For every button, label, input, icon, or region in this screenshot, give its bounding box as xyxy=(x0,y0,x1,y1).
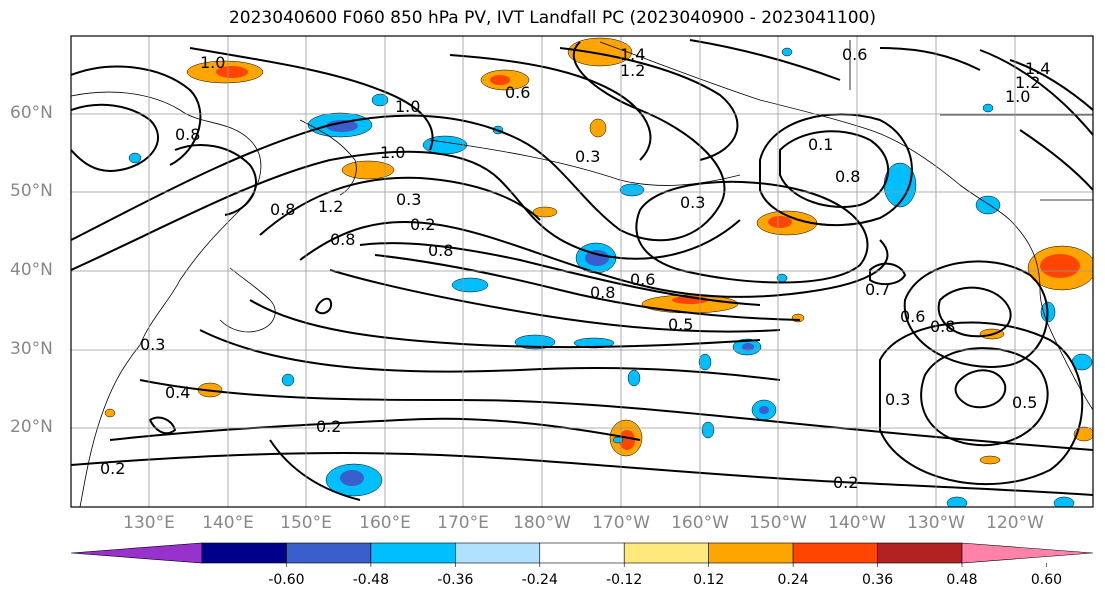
shaded-patches xyxy=(104,37,1093,507)
lon-label: 130°E xyxy=(123,513,175,533)
contour-label: 1.2 xyxy=(1015,73,1040,92)
colorbar-segment xyxy=(708,542,794,564)
contour-label: 0.8 xyxy=(330,230,355,249)
colorbar-tick-label: -0.36 xyxy=(437,572,474,588)
contour-label: 0.8 xyxy=(428,241,453,260)
lat-label-40n: 40°N xyxy=(10,260,53,280)
contour-labels: 1.0 0.6 0.6 1.4 1.2 1.0 0.8 0.3 0.2 0.8 … xyxy=(100,45,1050,492)
colorbar-tick-label: 0.48 xyxy=(946,572,978,588)
colorbar-tick-label: 0.12 xyxy=(693,572,725,588)
colorbar-segment xyxy=(201,542,287,564)
colorbar-segment xyxy=(792,542,878,564)
graticule xyxy=(71,36,1093,507)
lat-label-30n: 30°N xyxy=(10,339,53,359)
contour-label: 1.0 xyxy=(380,143,405,162)
contour-label: 0.7 xyxy=(865,280,890,299)
contour-label: 0.8 xyxy=(930,317,955,336)
lat-label-60n: 60°N xyxy=(10,103,53,123)
colorbar-segment xyxy=(455,542,541,564)
contour-label: 0.1 xyxy=(808,135,833,154)
colorbar-segment xyxy=(877,542,963,564)
patch-positive xyxy=(104,37,1093,465)
lon-label: 150°E xyxy=(280,513,332,533)
colorbar-segment xyxy=(370,542,456,564)
lat-label-50n: 50°N xyxy=(10,181,53,201)
lon-label: 120°W xyxy=(986,513,1044,533)
contour-label: 1.2 xyxy=(620,61,645,80)
contour-label: 0.3 xyxy=(140,335,165,354)
lon-label: 130°W xyxy=(907,513,965,533)
lon-label: 180°W xyxy=(513,513,571,533)
contour-label: 1.0 xyxy=(200,53,225,72)
lon-label: 170°E xyxy=(437,513,489,533)
colorbar xyxy=(70,542,1094,567)
contour-label: 0.8 xyxy=(270,200,295,219)
contour-label: 1.0 xyxy=(395,97,420,116)
colorbar-segment xyxy=(623,542,709,564)
map-frame xyxy=(70,35,1094,508)
contour-label: 0.8 xyxy=(590,283,615,302)
contour-label: 0.5 xyxy=(668,315,693,334)
contour-label: 1.0 xyxy=(1005,87,1030,106)
asia-coast xyxy=(71,91,262,507)
colorbar-segment xyxy=(286,542,372,564)
contour-label: 1.2 xyxy=(318,197,343,216)
lon-label: 170°W xyxy=(592,513,650,533)
colorbar-extend-low xyxy=(70,542,203,564)
colorbar-tick-label: -0.12 xyxy=(606,572,643,588)
contour-label: 0.6 xyxy=(630,270,655,289)
lon-label: 160°W xyxy=(671,513,729,533)
colorbar-extend-high xyxy=(961,542,1094,564)
contour-label: 0.2 xyxy=(410,215,435,234)
contour-label: 0.5 xyxy=(1012,393,1037,412)
contour-label: 0.2 xyxy=(316,417,341,436)
pv-contours xyxy=(71,39,1093,501)
contour-label: 0.3 xyxy=(575,147,600,166)
map-title: 2023040600 F060 850 hPa PV, IVT Landfall… xyxy=(228,8,876,28)
contour-label: 0.3 xyxy=(396,190,421,209)
colorbar-tick-label: 0.24 xyxy=(777,572,809,588)
lon-label: 160°E xyxy=(359,513,411,533)
contour-label: 1.4 xyxy=(1025,59,1050,78)
colorbar-segment xyxy=(539,542,625,564)
colorbar-tick-label: 0.36 xyxy=(861,572,894,588)
contour-label: 0.3 xyxy=(680,193,705,212)
japan xyxy=(219,267,276,333)
contour-label: 0.2 xyxy=(100,459,125,478)
lon-label: 140°W xyxy=(828,513,886,533)
contour-label: 0.4 xyxy=(165,383,190,402)
contour-label: 1.4 xyxy=(620,45,645,64)
contour-label: 0.2 xyxy=(833,473,858,492)
lon-label: 140°E xyxy=(202,513,254,533)
contour-label: 0.6 xyxy=(505,83,530,102)
lon-label: 150°W xyxy=(749,513,807,533)
colorbar-tick-label: -0.60 xyxy=(268,572,305,588)
alaska-coast xyxy=(599,41,1011,221)
colorbar-tick-label: -0.24 xyxy=(521,572,558,588)
colorbar-tick-label: -0.48 xyxy=(352,572,389,588)
contour-label: 0.6 xyxy=(842,45,867,64)
contour-label: 0.6 xyxy=(900,307,925,326)
map-panel: 1.0 0.6 0.6 1.4 1.2 1.0 0.8 0.3 0.2 0.8 … xyxy=(71,36,1093,507)
contour-label: 0.3 xyxy=(885,390,910,409)
contour-label: 0.8 xyxy=(175,125,200,144)
colorbar-tick-label: 0.60 xyxy=(1030,572,1063,588)
lat-label-20n: 20°N xyxy=(10,417,53,437)
canada-border xyxy=(849,40,1093,201)
contour-label: 0.8 xyxy=(835,167,860,186)
